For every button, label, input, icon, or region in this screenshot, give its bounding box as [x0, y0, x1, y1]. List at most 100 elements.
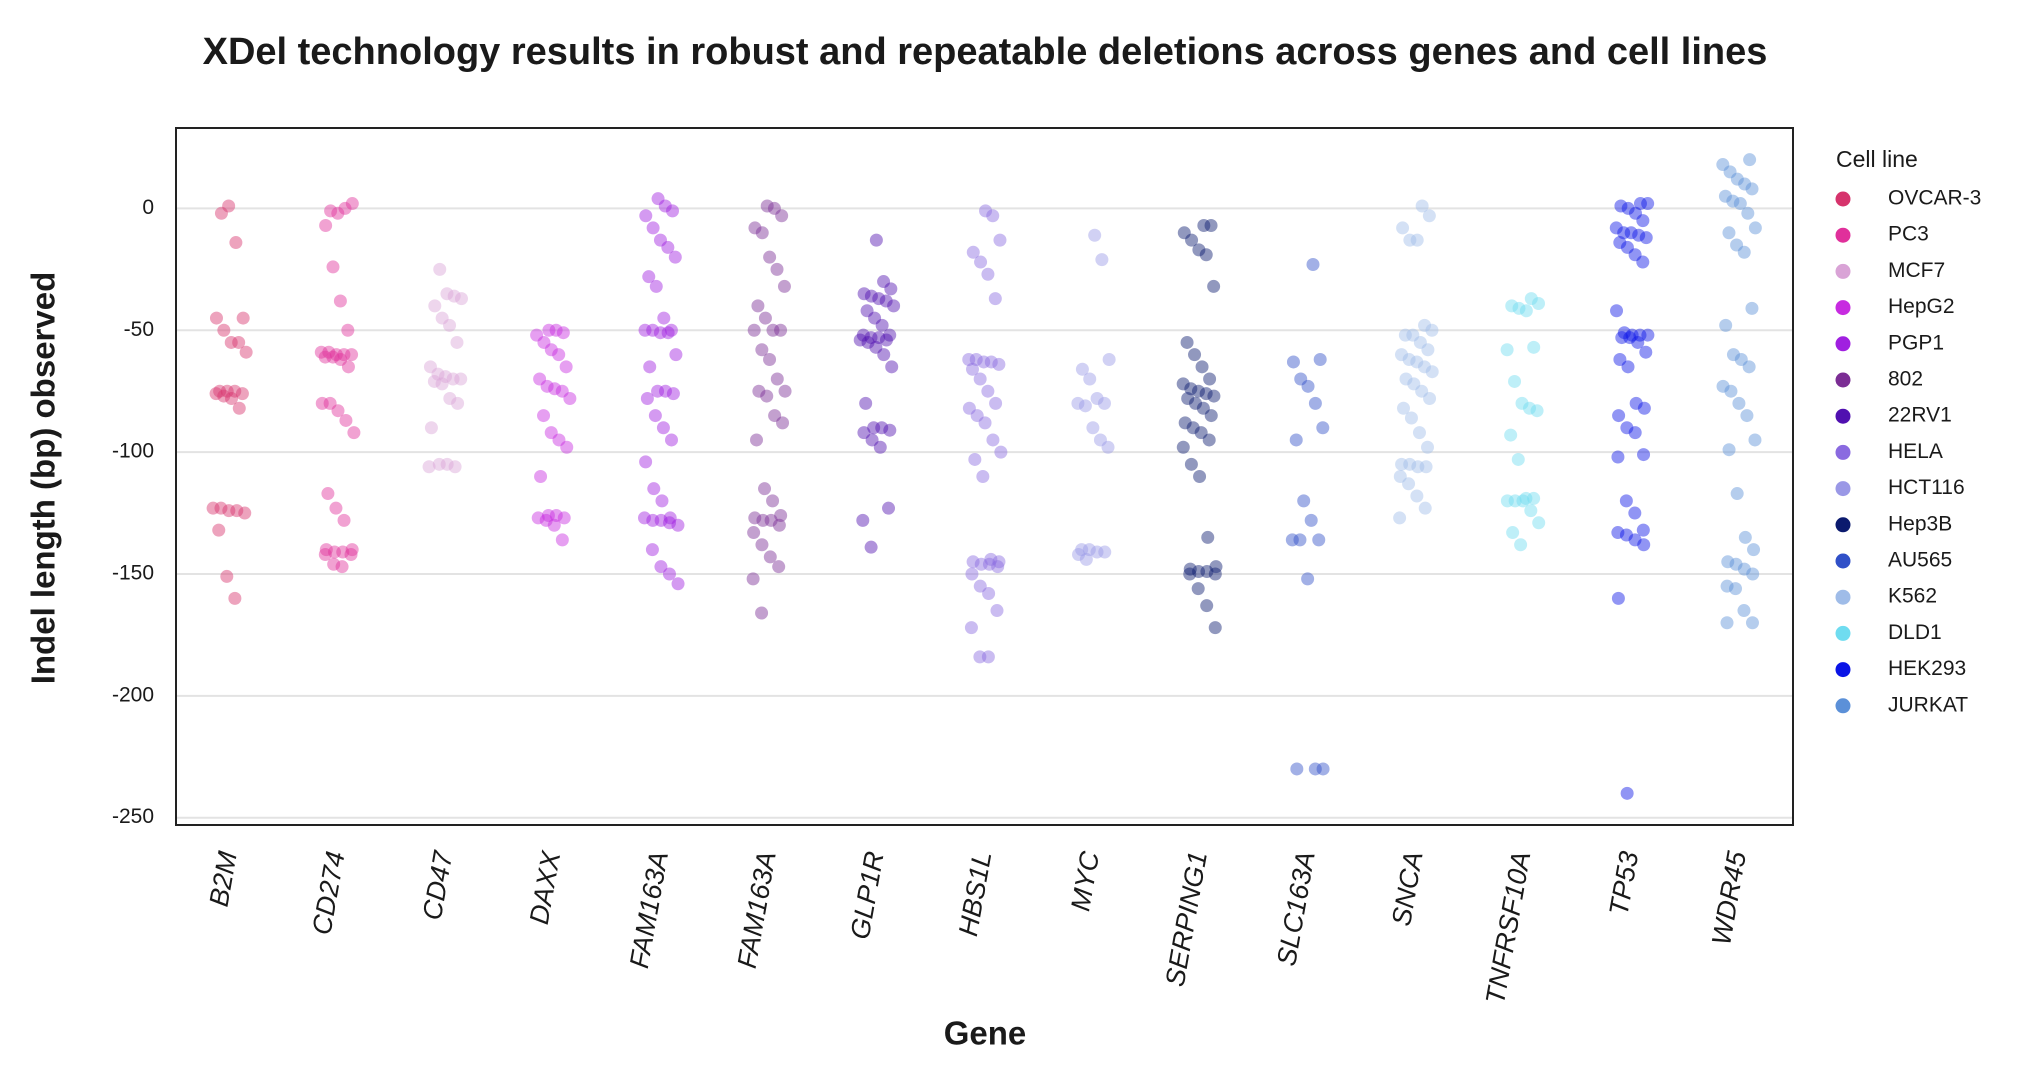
point [751, 299, 765, 313]
point [1176, 440, 1190, 454]
point [979, 204, 993, 218]
legend-marker [1835, 589, 1851, 605]
point [772, 560, 786, 574]
point [981, 384, 995, 398]
point [1745, 616, 1759, 630]
point [220, 384, 234, 398]
point [1396, 401, 1410, 415]
point [1527, 340, 1541, 354]
point [885, 360, 899, 374]
point [1632, 228, 1646, 242]
point [986, 209, 1000, 223]
point [540, 379, 554, 393]
point [435, 377, 449, 391]
point [868, 311, 882, 325]
point [649, 279, 663, 293]
series-points [206, 199, 253, 605]
point [1285, 533, 1299, 547]
point [329, 501, 343, 515]
legend-marker [1835, 698, 1851, 714]
point [1629, 206, 1643, 220]
point [547, 518, 561, 532]
point [857, 426, 871, 440]
point [645, 543, 659, 557]
point [1621, 360, 1635, 374]
point [555, 384, 569, 398]
point [1199, 248, 1213, 262]
x-tick-label: FAM163A [732, 849, 782, 970]
point [1192, 243, 1206, 257]
point [1411, 460, 1425, 474]
point [747, 526, 761, 540]
point [222, 199, 236, 213]
point [864, 289, 878, 303]
point [1410, 355, 1424, 369]
point [557, 511, 571, 525]
point [1186, 421, 1200, 435]
point [993, 233, 1007, 247]
point [1090, 392, 1104, 406]
series-points [637, 192, 685, 591]
point [872, 292, 886, 306]
point [1393, 511, 1407, 525]
point [1196, 401, 1210, 415]
point [977, 355, 991, 369]
point [1075, 362, 1089, 376]
point [663, 511, 677, 525]
point [776, 416, 790, 430]
point [1633, 197, 1647, 211]
point [763, 353, 777, 367]
point [978, 416, 992, 430]
point [653, 233, 667, 247]
legend-label: MCF7 [1888, 259, 1945, 282]
point [1395, 457, 1409, 471]
point [530, 328, 544, 342]
point [763, 250, 777, 264]
point [758, 311, 772, 325]
point [1524, 292, 1538, 306]
point [440, 287, 454, 301]
point [774, 323, 788, 337]
point [767, 201, 781, 215]
point [1726, 194, 1740, 208]
point [1623, 331, 1637, 345]
point [1407, 377, 1421, 391]
point [345, 197, 359, 211]
point [1208, 621, 1222, 635]
point [748, 221, 762, 235]
point [966, 245, 980, 259]
point [217, 323, 231, 337]
point [422, 460, 436, 474]
x-tick-label: GLP1R [845, 849, 890, 941]
point [1516, 494, 1530, 508]
point [658, 199, 672, 213]
point [1083, 372, 1097, 386]
point [1515, 396, 1529, 410]
point [1532, 516, 1546, 530]
point [1639, 231, 1653, 245]
point [319, 218, 333, 232]
point [1191, 582, 1205, 596]
point [1742, 360, 1756, 374]
point [1740, 409, 1754, 423]
point [555, 533, 569, 547]
point [1639, 345, 1653, 359]
legend-marker [1835, 372, 1851, 388]
point [345, 348, 359, 362]
legend-marker [1835, 227, 1851, 243]
point [1415, 384, 1429, 398]
plot-frame [175, 127, 1794, 826]
point [1508, 374, 1522, 388]
point [232, 335, 246, 349]
legend-marker [1835, 336, 1851, 352]
point [1421, 440, 1435, 454]
point [326, 350, 340, 364]
point [1730, 172, 1744, 186]
point [344, 547, 358, 561]
series-points [1285, 257, 1330, 776]
series-points [962, 204, 1008, 664]
point [1200, 565, 1214, 579]
y-tick-label: -150 [112, 562, 154, 585]
point [1624, 226, 1638, 240]
